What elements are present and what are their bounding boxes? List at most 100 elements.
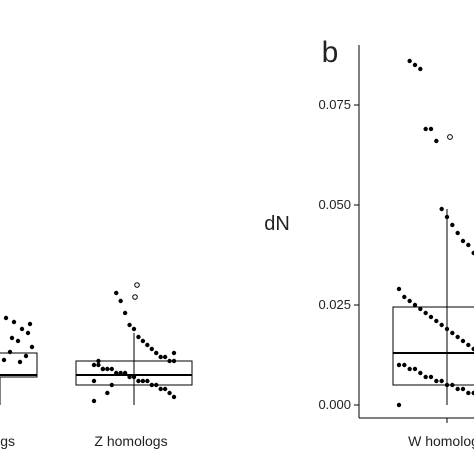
data-point [444, 382, 450, 388]
data-point [131, 326, 137, 332]
y-tick-label: 0.075 [318, 97, 351, 112]
data-point [434, 138, 439, 144]
data-point [23, 353, 29, 359]
data-point [27, 321, 33, 327]
outlier-point [134, 282, 140, 288]
data-point [149, 346, 154, 352]
data-point [122, 370, 128, 376]
panel-label: b [322, 36, 339, 69]
data-point [423, 126, 428, 132]
data-point [158, 386, 163, 392]
data-point [412, 366, 418, 372]
data-point [407, 366, 412, 372]
data-point [109, 366, 114, 372]
data-point [109, 382, 114, 388]
data-point [154, 382, 159, 388]
data-point [460, 338, 466, 344]
data-point [122, 310, 128, 316]
data-point [460, 386, 466, 392]
data-point [131, 374, 137, 380]
category-label-partial: ogs [0, 433, 15, 449]
data-point [423, 310, 428, 316]
data-point [127, 322, 132, 328]
category-label-z-homologs: Z homologs [94, 433, 167, 449]
data-point [127, 374, 132, 380]
data-point [136, 378, 141, 384]
data-point [17, 359, 23, 365]
data-point [418, 66, 423, 72]
data-point [455, 334, 460, 340]
points-z-homologs [1, 282, 177, 404]
data-point [439, 322, 444, 328]
data-point [100, 366, 106, 372]
data-point [145, 342, 150, 348]
data-point [407, 298, 412, 304]
y-axis-label: dN [264, 213, 290, 235]
data-point [439, 378, 444, 384]
data-point [136, 334, 141, 340]
data-point [7, 349, 13, 355]
points-w-homologs [396, 58, 474, 408]
data-point [434, 318, 439, 324]
data-point [162, 386, 168, 392]
data-point [428, 314, 434, 320]
data-point [455, 230, 460, 236]
data-point [140, 378, 146, 384]
data-point [466, 390, 471, 396]
outlier-point [447, 134, 453, 140]
data-point [171, 358, 177, 364]
data-point [444, 326, 450, 332]
data-point [149, 382, 154, 388]
y-tick-label: 0.050 [318, 197, 351, 212]
data-point [407, 58, 412, 64]
data-point [154, 350, 159, 356]
data-point [145, 378, 150, 384]
data-point [439, 206, 444, 212]
data-point [434, 378, 439, 384]
data-point [114, 290, 119, 296]
data-point [428, 126, 434, 132]
data-point [423, 374, 428, 380]
data-point [118, 370, 123, 376]
data-point [471, 390, 474, 396]
data-point [105, 390, 110, 396]
data-point [466, 342, 471, 348]
data-point [396, 402, 402, 408]
data-point [450, 222, 455, 228]
data-point [91, 378, 97, 384]
data-point [162, 354, 168, 360]
data-point [402, 294, 407, 300]
box-w-homologs [392, 306, 474, 386]
data-point [171, 394, 177, 400]
data-point [114, 370, 119, 376]
data-point [466, 242, 471, 248]
data-point [91, 362, 97, 368]
data-point [450, 330, 455, 336]
data-point [25, 330, 31, 336]
y-tick-label: 0.000 [318, 397, 351, 412]
data-point [471, 346, 474, 352]
data-point [171, 350, 177, 356]
data-point [418, 370, 423, 376]
data-point [19, 326, 25, 332]
data-point [91, 398, 97, 404]
data-point [396, 362, 402, 368]
data-point [471, 250, 474, 256]
panel-b: b dN 0.000 0.025 0.050 0.075 W homologs [264, 36, 474, 449]
data-point [158, 354, 163, 360]
box-partial-left [0, 352, 38, 378]
data-point [412, 302, 418, 308]
outlier-point [132, 294, 138, 300]
data-point [455, 386, 460, 392]
data-point [444, 214, 450, 220]
data-point [3, 315, 9, 321]
data-point [402, 362, 407, 368]
data-point [450, 382, 455, 388]
data-point [140, 338, 146, 344]
data-point [118, 298, 123, 304]
category-label-w-homologs: W homologs [408, 433, 474, 449]
data-point [167, 390, 172, 396]
y-ticks: 0.000 0.025 0.050 0.075 [318, 97, 359, 412]
data-point [105, 366, 110, 372]
